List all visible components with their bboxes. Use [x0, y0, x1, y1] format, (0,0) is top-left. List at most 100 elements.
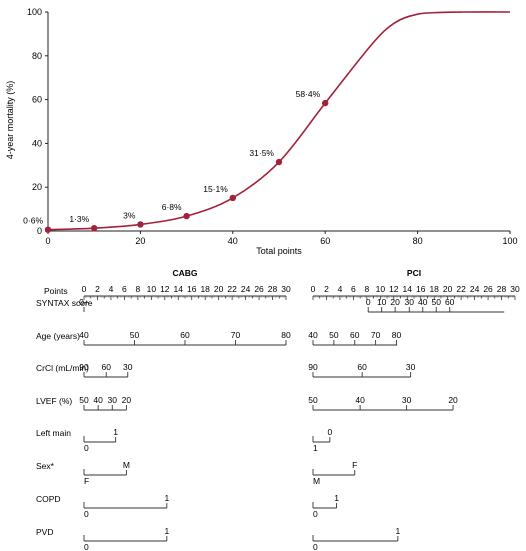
- row-tick-label: 10: [377, 297, 387, 307]
- row-tick-label: 70: [231, 330, 241, 340]
- row-tick-label: 40: [355, 395, 365, 405]
- row-tick-label: 0: [84, 443, 89, 453]
- row-tick-label: 1: [313, 443, 318, 453]
- x-tick-label: 40: [228, 236, 238, 246]
- row-tick-label: 0: [366, 297, 371, 307]
- points-tick-label: 18: [429, 284, 439, 294]
- points-tick-label: 28: [268, 284, 278, 294]
- row-tick-label: 0: [313, 542, 318, 551]
- row-tick-label: 0+: [79, 297, 89, 307]
- row-tick-label: 60: [180, 330, 190, 340]
- row-label: Age (years): [36, 331, 80, 341]
- row-tick-label: 30: [405, 297, 415, 307]
- row-tick-label: 20: [448, 395, 458, 405]
- data-point: [137, 221, 144, 228]
- data-point: [91, 224, 98, 232]
- row-tick-label: 60: [101, 362, 111, 372]
- mortality-points: 0·6% 1·3% 3% 6·8% 15·1% 31·5% 58·4%: [23, 89, 329, 233]
- data-label: 0·6%: [23, 216, 43, 226]
- points-tick-label: 26: [254, 284, 264, 294]
- row-tick-label: 30: [108, 395, 118, 405]
- row-tick-label: 60: [357, 362, 367, 372]
- row-label: COPD: [36, 494, 61, 504]
- row-tick-label: 30: [406, 362, 416, 372]
- y-axis-title: 4-year mortality (%): [5, 81, 15, 160]
- row-tick-label: 80: [392, 330, 402, 340]
- data-label: 1·3%: [69, 214, 89, 224]
- data-label: 15·1%: [203, 184, 228, 194]
- points-tick-label: 30: [510, 284, 520, 294]
- data-label: 3%: [123, 210, 136, 220]
- points-tick-label: 16: [187, 284, 197, 294]
- points-tick-label: 14: [403, 284, 413, 294]
- row-tick-label: 50: [130, 330, 140, 340]
- row-tick-label: 20: [390, 297, 400, 307]
- row-tick-label: M: [123, 460, 130, 470]
- row-tick-label: M: [313, 476, 320, 486]
- y-tick-label: 40: [32, 138, 42, 148]
- points-tick-label: 8: [135, 284, 140, 294]
- group-title: CABG: [172, 268, 197, 278]
- points-tick-label: 6: [351, 284, 356, 294]
- row-tick-label: 1: [113, 427, 118, 437]
- points-tick-label: 2: [95, 284, 100, 294]
- points-tick-label: 30: [281, 284, 291, 294]
- y-tick-label: 60: [32, 95, 42, 105]
- points-tick-label: 0: [311, 284, 316, 294]
- row-tick-label: 0: [313, 509, 318, 519]
- data-label: 58·4%: [296, 89, 321, 99]
- points-tick-label: 4: [109, 284, 114, 294]
- row-tick-label: 20: [122, 395, 132, 405]
- row-tick-label: 40: [308, 330, 318, 340]
- data-point: [44, 226, 52, 233]
- row-tick-label: 30: [123, 362, 133, 372]
- row-tick-label: 40: [93, 395, 103, 405]
- points-tick-label: 8: [364, 284, 369, 294]
- row-tick-label: 1: [164, 493, 169, 503]
- points-tick-label: 14: [174, 284, 184, 294]
- points-tick-label: 18: [200, 284, 210, 294]
- group-title: PCI: [407, 268, 421, 278]
- row-label: SYNTAX score: [36, 298, 93, 308]
- y-tick-label: 80: [32, 51, 42, 61]
- x-axis-title: Total points: [256, 246, 302, 256]
- x-tick-label: 60: [320, 236, 330, 246]
- data-point: [322, 99, 329, 107]
- points-tick-label: 24: [241, 284, 251, 294]
- y-tick-label: 20: [32, 182, 42, 192]
- row-tick-label: 0: [84, 509, 89, 519]
- points-tick-label: 28: [497, 284, 507, 294]
- points-tick-label: 12: [160, 284, 170, 294]
- data-label: 31·5%: [249, 148, 274, 158]
- points-tick-label: 26: [483, 284, 493, 294]
- points-row-label: Points: [44, 286, 68, 296]
- points-tick-label: 6: [122, 284, 127, 294]
- row-label: PVD: [36, 527, 53, 537]
- row-tick-label: 90: [308, 362, 318, 372]
- x-tick-label: 0: [45, 236, 50, 246]
- points-tick-label: 10: [376, 284, 386, 294]
- row-tick-label: 60: [445, 297, 455, 307]
- row-label: CrCl (mL/min): [36, 363, 89, 373]
- row-tick-label: 30: [402, 395, 412, 405]
- row-label: Left main: [36, 428, 71, 438]
- points-tick-label: 16: [416, 284, 426, 294]
- row-tick-label: 40: [79, 330, 89, 340]
- points-tick-label: 24: [470, 284, 480, 294]
- row-tick-label: F: [352, 460, 357, 470]
- row-tick-label: 90: [79, 362, 89, 372]
- points-tick-label: 12: [389, 284, 399, 294]
- row-tick-label: 70: [371, 330, 381, 340]
- row-tick-label: 80: [281, 330, 291, 340]
- chart-axes: 0 20 40 60 80 100 0 20 40 60 80 100: [27, 7, 518, 246]
- row-tick-label: 50: [431, 297, 441, 307]
- points-tick-label: 22: [227, 284, 237, 294]
- data-label: 6·8%: [162, 202, 182, 212]
- row-label: Sex*: [36, 461, 55, 471]
- mortality-curve-chart: 0 20 40 60 80 100 0 20 40 60 80 100 0·6% 1·3% 3% 6·8% 1…: [5, 7, 518, 256]
- data-point: [229, 194, 236, 202]
- points-tick-label: 20: [214, 284, 224, 294]
- points-tick-label: 22: [456, 284, 466, 294]
- y-tick-label: 0: [37, 226, 42, 236]
